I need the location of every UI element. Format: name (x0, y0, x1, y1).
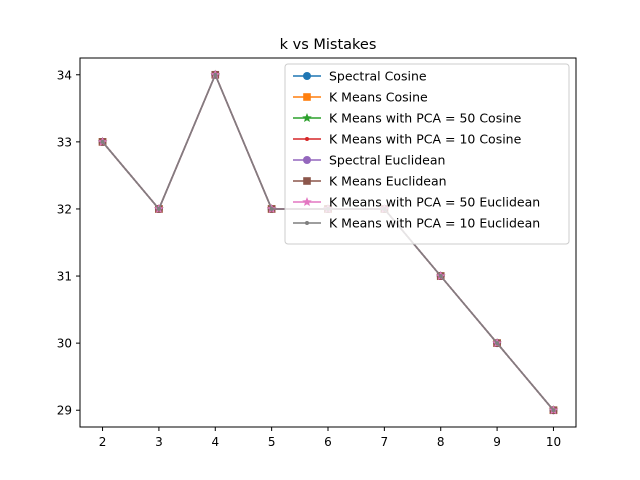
point-marker (213, 72, 218, 77)
legend-label: K Means with PCA = 10 Cosine (329, 132, 522, 147)
x-tick-label: 5 (268, 435, 276, 449)
point-marker (269, 206, 274, 211)
legend-item: K Means with PCA = 50 Euclidean (293, 195, 540, 210)
point-marker (305, 137, 309, 141)
point-marker (438, 274, 443, 279)
point-marker (100, 139, 105, 144)
legend-item: Spectral Euclidean (293, 153, 445, 168)
legend-label: K Means with PCA = 10 Euclidean (329, 216, 540, 231)
square-marker (303, 93, 311, 101)
x-axis: 2 3 4 5 6 7 8 9 10 (99, 427, 561, 449)
point-marker (551, 408, 556, 413)
legend-item: K Means with PCA = 10 Cosine (293, 132, 522, 147)
y-tick-label: 29 (57, 404, 72, 418)
x-tick-label: 4 (211, 435, 219, 449)
legend-label: K Means Cosine (329, 90, 428, 105)
x-tick-label: 6 (324, 435, 332, 449)
y-tick-label: 30 (57, 337, 72, 351)
point-marker (305, 221, 309, 225)
legend-label: Spectral Euclidean (329, 153, 445, 168)
star-marker (302, 113, 312, 123)
y-tick-label: 34 (57, 68, 72, 82)
x-tick-label: 8 (437, 435, 445, 449)
y-tick-label: 31 (57, 270, 72, 284)
circle-marker (303, 156, 311, 164)
legend-label: K Means Euclidean (329, 174, 447, 189)
legend-item: K Means with PCA = 50 Cosine (293, 111, 522, 126)
x-tick-label: 9 (493, 435, 501, 449)
x-tick-label: 2 (99, 435, 107, 449)
y-tick-label: 33 (57, 135, 72, 149)
point-marker (495, 341, 500, 346)
chart-title: k vs Mistakes (280, 37, 377, 53)
x-tick-label: 7 (381, 435, 389, 449)
legend-box (284, 63, 570, 245)
legend-item: K Means with PCA = 10 Euclidean (293, 216, 540, 231)
x-tick-label: 10 (546, 435, 561, 449)
y-axis: 29 30 31 32 33 34 (57, 68, 80, 418)
legend-label: K Means with PCA = 50 Cosine (329, 111, 522, 126)
y-tick-label: 32 (57, 202, 72, 216)
legend-label: K Means with PCA = 50 Euclidean (329, 195, 540, 210)
star-marker (302, 197, 312, 207)
legend-item: Spectral Cosine (293, 69, 427, 84)
point-marker (156, 206, 161, 211)
legend-label: Spectral Cosine (329, 69, 427, 84)
x-tick-label: 3 (155, 435, 163, 449)
square-marker (303, 177, 311, 185)
legend: Spectral Cosine K Means Cosine K Means wit… (284, 63, 570, 245)
legend-item: K Means Cosine (293, 90, 428, 105)
legend-item: K Means Euclidean (293, 174, 447, 189)
circle-marker (303, 72, 311, 80)
